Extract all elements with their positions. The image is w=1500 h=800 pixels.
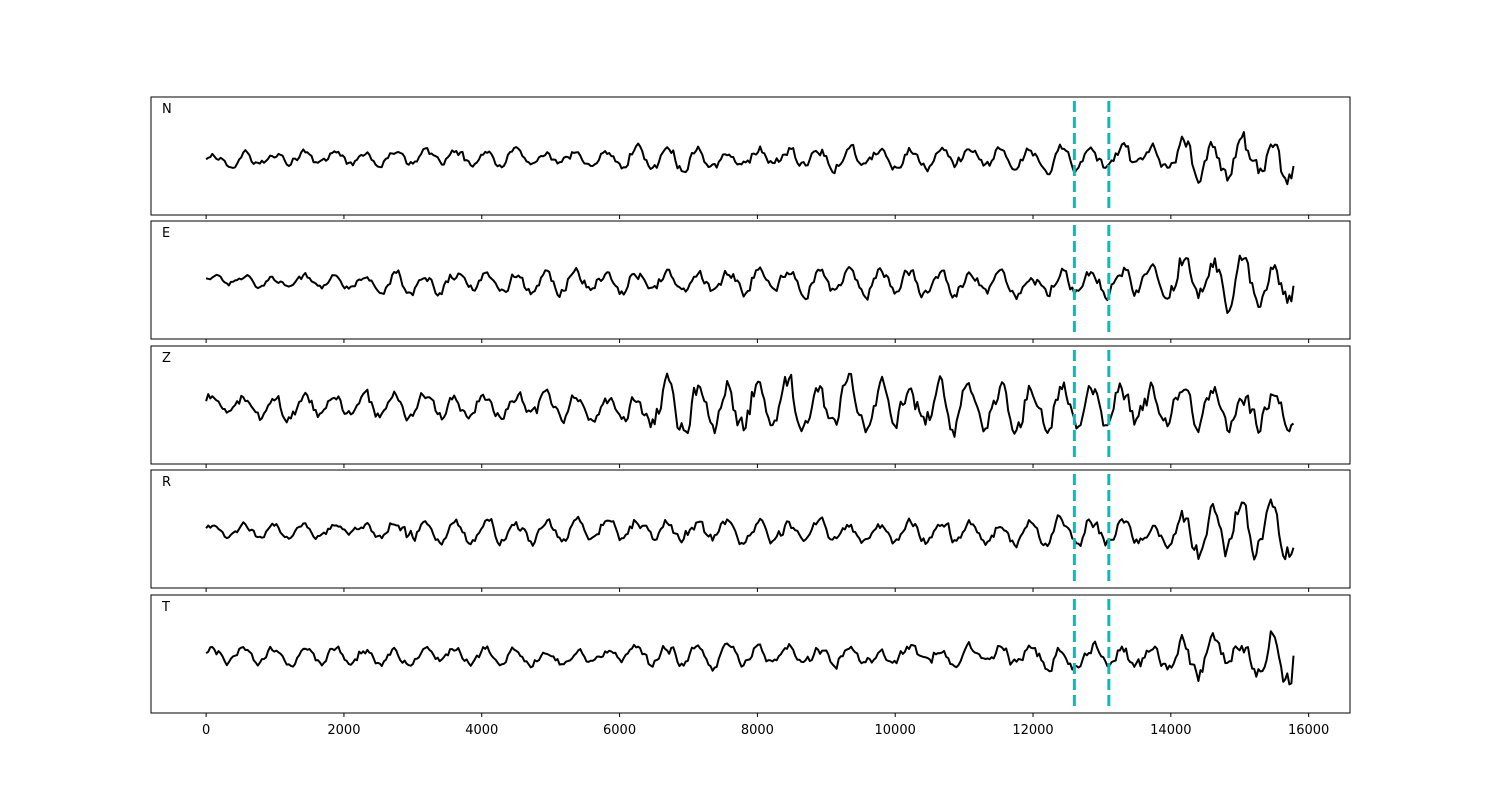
trace-n [205,131,1295,186]
panel-label-r: R [162,475,171,490]
panel-e: E [150,220,1351,343]
panel-label-z: Z [162,351,171,366]
panel-r: R [150,469,1351,592]
panel-label-n: N [162,102,172,117]
x-tick-label: 0 [202,723,210,738]
panel-t: T [150,594,1351,717]
x-tick-label: 12000 [1012,723,1053,738]
x-tick-label: 2000 [327,723,360,738]
x-tick-label: 16000 [1288,723,1329,738]
panel-frame [150,96,1351,216]
panel-frame [150,345,1351,465]
x-tick-label: 8000 [741,723,774,738]
trace-r [205,498,1295,561]
x-axis: 0 2000 4000 6000 8000 10000 12000 14000 16000 [202,723,1329,738]
trace-e [205,254,1295,314]
panel-frame [150,220,1351,340]
panel-frame [150,469,1351,589]
panel-n: N [150,96,1351,219]
panel-frame [150,594,1351,714]
panels-group: N E Z R T [150,96,1351,717]
x-tick-label: 6000 [603,723,636,738]
panel-z: Z [150,345,1351,468]
trace-t [205,630,1295,686]
panel-label-e: E [162,226,170,241]
x-tick-label: 14000 [1150,723,1191,738]
panel-label-t: T [161,600,170,615]
x-tick-label: 4000 [465,723,498,738]
x-tick-label: 10000 [875,723,916,738]
trace-z [205,372,1295,438]
